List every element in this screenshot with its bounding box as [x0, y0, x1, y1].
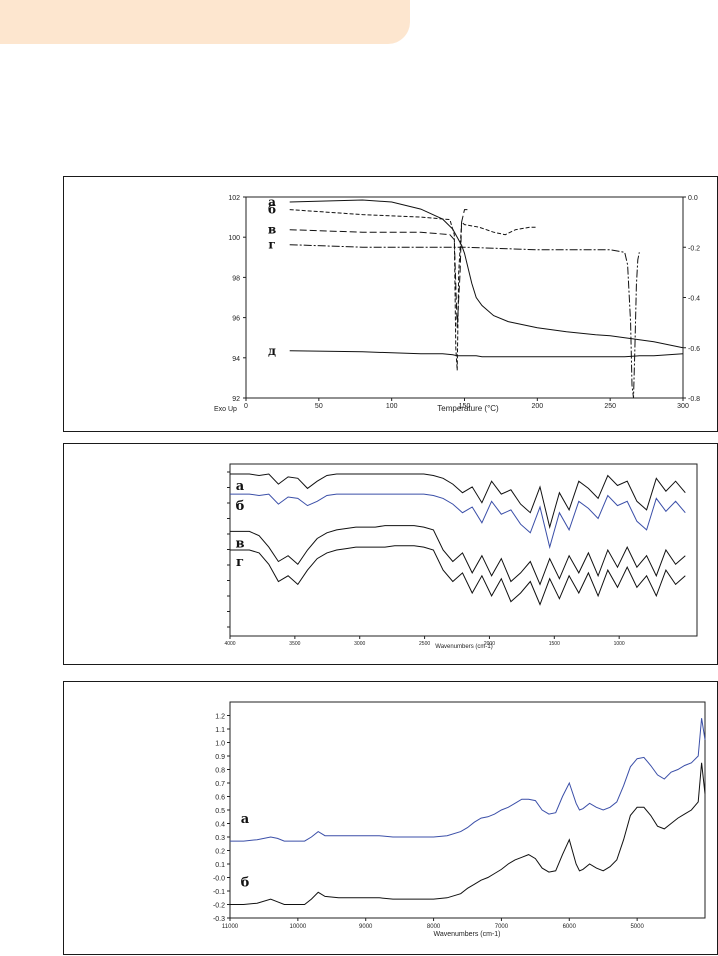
- ir-spectra-chart: 4000 3500 3000 2500 2000 1500 1000 аб вг Wavenu…: [224, 463, 698, 650]
- y-tick-label: 1.1: [215, 727, 225, 734]
- y-tick-label: 1.0: [215, 741, 225, 748]
- x-tick-label: 0: [244, 403, 248, 410]
- thermal-analysis-panel: 0 50 100 150 200 250 300 92 94 96 98 100 102 0.0 -0.2 -…: [63, 176, 718, 432]
- y-tick-label: 0.6: [215, 795, 225, 802]
- y-tick-label: -0.2: [213, 903, 225, 910]
- x-tick-label: 4000: [224, 641, 235, 647]
- y-tick-label: 0.7: [215, 781, 225, 788]
- x-tick-label: 5000: [630, 924, 644, 930]
- header-tab: [0, 0, 410, 44]
- y2-tick-label: -0.4: [688, 296, 700, 303]
- series-line-3: [230, 545, 686, 606]
- y-tick-label: 0.1: [215, 862, 225, 869]
- y2-tick-label: -0.2: [688, 245, 700, 252]
- y2-tick-label: -0.8: [688, 396, 700, 403]
- corner-label: Exo Up: [214, 406, 237, 413]
- series-line-1: [230, 762, 706, 905]
- y-tick-label: 100: [228, 235, 240, 242]
- nir-spectra-panel: 11000 10000 9000 8000 7000 6000 5000 1.2 1.1 1.0 0…: [63, 681, 718, 955]
- series-line-2: [230, 525, 686, 586]
- y-tick-label: 0.8: [215, 768, 225, 775]
- x-tick-label: 6000: [563, 924, 577, 930]
- y-tick-label: 0.3: [215, 835, 225, 842]
- y-tick-label: 98: [232, 275, 240, 282]
- y-tick-label: 1.2: [215, 714, 225, 721]
- x-tick-label: 8000: [427, 924, 441, 930]
- series-label-0: а: [236, 479, 245, 494]
- y-tick-label: 96: [232, 316, 240, 323]
- x-tick-label: 11000: [222, 924, 239, 930]
- series-label-1: д: [268, 344, 276, 358]
- y2-tick-label: -0.6: [688, 346, 700, 353]
- x-tick-label: 2500: [419, 641, 430, 647]
- x-tick-label: 150: [459, 403, 471, 410]
- y-tick-label: -0.1: [213, 889, 225, 896]
- series-label-3: г: [236, 555, 244, 570]
- x-tick-label: 10000: [290, 924, 307, 930]
- y-tick-label: 0.9: [215, 754, 225, 761]
- y-tick-label: -0.0: [213, 876, 225, 883]
- x-tick-label: 7000: [495, 924, 509, 930]
- plot-frame: [229, 463, 698, 637]
- x-tick-label: 3500: [289, 641, 300, 647]
- series-line-2: [289, 209, 538, 371]
- thermal-analysis-chart: 0 50 100 150 200 250 300 92 94 96 98 100 102 0.0 -0.2 -…: [214, 195, 700, 413]
- series-label-0: а: [268, 195, 276, 209]
- y-tick-label: 92: [232, 396, 240, 403]
- series-label-4: г: [268, 238, 275, 252]
- y-tick-label: 94: [232, 356, 240, 363]
- series-label-0: а: [241, 812, 250, 827]
- y-tick-label: 0.5: [215, 808, 225, 815]
- x-tick-label: 1000: [614, 641, 625, 647]
- series-label-2: в: [235, 536, 244, 551]
- nir-spectra-chart: 11000 10000 9000 8000 7000 6000 5000 1.2 1.1 1.0 0…: [213, 701, 706, 938]
- x-tick-label: 50: [315, 403, 323, 410]
- series-line-0: [230, 473, 686, 530]
- series-line-1: [289, 350, 684, 358]
- y2-tick-label: 0.0: [688, 195, 698, 202]
- plot-frame: [229, 701, 706, 919]
- y-tick-label: -0.3: [213, 916, 225, 923]
- x-tick-label: 200: [531, 403, 543, 410]
- series-line-0: [230, 718, 706, 842]
- series-label-3: в: [268, 223, 276, 237]
- series-label-1: б: [236, 499, 245, 514]
- x-tick-label: 9000: [359, 924, 373, 930]
- series-line-4: [289, 244, 640, 399]
- y-tick-label: 0.2: [215, 849, 225, 856]
- series-line-0: [289, 199, 684, 349]
- series-label-1: б: [241, 876, 250, 891]
- y-tick-label: 102: [228, 195, 240, 202]
- series-line-1: [230, 493, 686, 550]
- y-tick-label: 0.4: [215, 822, 225, 829]
- x-tick-label: 1500: [549, 641, 560, 647]
- x-tick-label: 300: [677, 403, 689, 410]
- series-line-3: [289, 209, 468, 328]
- x-tick-label: 3000: [354, 641, 365, 647]
- series-label-2: б: [268, 203, 276, 217]
- plot-frame: [245, 196, 684, 399]
- x-axis-label: Temperature (°C): [437, 404, 499, 413]
- x-tick-label: 2000: [484, 641, 495, 647]
- x-axis-label: Wavenumbers (cm-1): [435, 644, 492, 650]
- x-axis-label: Wavenumbers (cm-1): [433, 931, 500, 938]
- x-tick-label: 250: [604, 403, 616, 410]
- x-tick-label: 100: [386, 403, 398, 410]
